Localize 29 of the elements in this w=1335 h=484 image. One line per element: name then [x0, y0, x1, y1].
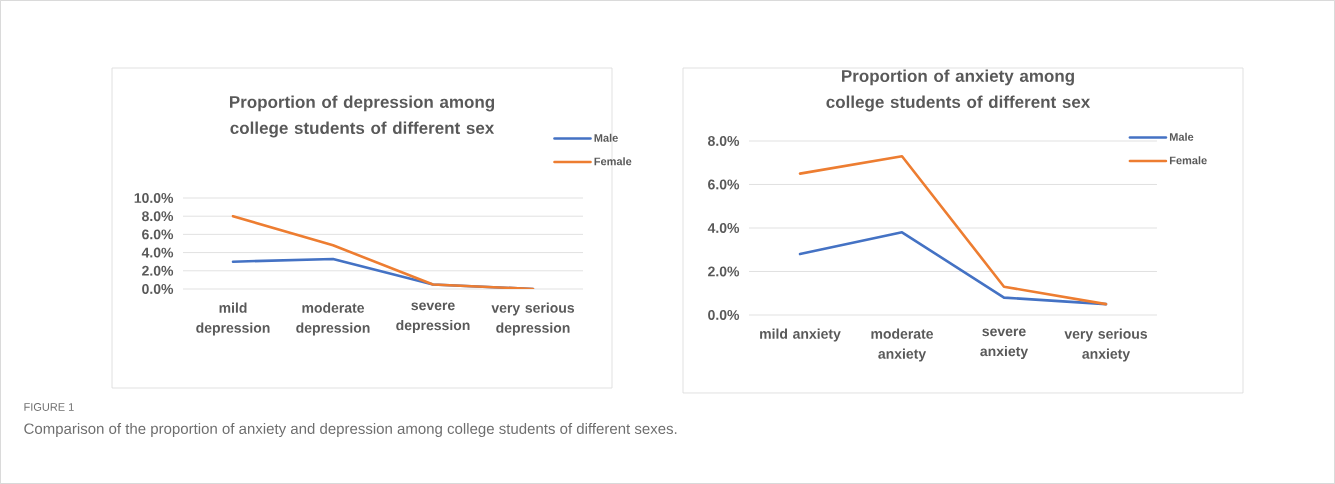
y-tick-label: 6.0% — [142, 229, 174, 240]
legend-label: Male — [1169, 132, 1194, 141]
chart-title: Proportion of depression among college students of different sex — [229, 95, 495, 138]
x-tick-label: severe depression — [396, 302, 470, 333]
chart-title: Proportion of anxiety among college students of different sex — [826, 69, 1091, 112]
line-series — [798, 154, 1108, 306]
text: Comparison of the proportion of anxiety and depression among college students of different sexes. — [24, 423, 677, 437]
caption: FIGURE 1 — [24, 403, 74, 411]
y-tick-label: 4.0% — [141, 247, 174, 258]
legend-label: Female — [1169, 156, 1207, 165]
y-tick-label: 4.0% — [707, 223, 740, 233]
x-tick-label: moderate anxiety — [871, 328, 934, 362]
legend-label: Male — [594, 133, 618, 142]
y-tick-label: 0.0% — [142, 284, 174, 294]
x-tick-label: moderate depression — [296, 302, 370, 336]
y-tick-label: 2.0% — [708, 266, 740, 277]
x-tick-label: very serious depression — [491, 302, 575, 336]
y-tick-label: 8.0% — [142, 211, 174, 222]
y-tick-label: 10.0% — [134, 193, 174, 203]
x-tick-label: severe anxiety — [980, 328, 1029, 359]
legend-label: Female — [594, 157, 632, 166]
x-tick-label: very serious anxiety — [1064, 328, 1148, 362]
x-tick-label: mild anxiety — [760, 328, 841, 342]
y-tick-label: 6.0% — [708, 179, 740, 190]
y-tick-label: 8.0% — [708, 136, 740, 146]
x-tick-label: mild depression — [196, 302, 270, 336]
y-tick-label: 0.0% — [708, 310, 740, 320]
line-series — [231, 214, 535, 289]
y-tick-label: 2.0% — [142, 265, 174, 276]
